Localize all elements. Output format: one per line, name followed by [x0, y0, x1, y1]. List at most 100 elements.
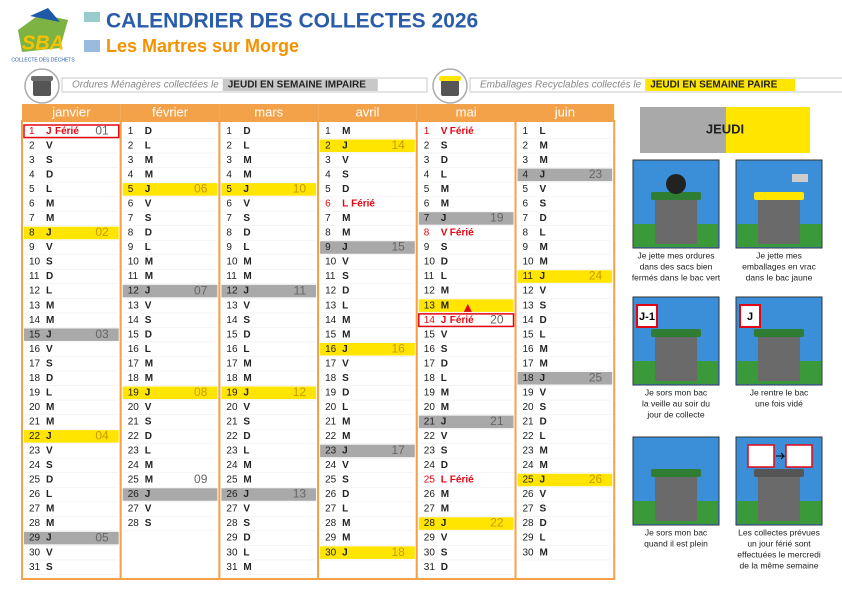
day-number: 10: [128, 257, 140, 268]
weekday: D: [243, 431, 250, 442]
day-number: 13: [325, 300, 337, 311]
weekday: L: [540, 126, 546, 137]
weekday: V: [46, 242, 53, 253]
day-number: 26: [29, 489, 41, 500]
day-number: 26: [226, 489, 238, 500]
day-number: 28: [29, 518, 41, 529]
weekday: V: [441, 228, 448, 239]
day-number: 16: [424, 344, 436, 355]
bin-lid: [651, 469, 701, 477]
logo: SBA COLLECTE DES DÉCHETS: [11, 8, 100, 63]
day-number: 5: [29, 184, 35, 195]
day-number: 17: [128, 358, 140, 369]
week-number: 02: [95, 225, 109, 239]
caption: une fois vidé: [755, 398, 803, 408]
weekday: D: [145, 329, 152, 340]
day-number: 21: [128, 417, 140, 428]
weekday: M: [441, 387, 449, 398]
weekday: S: [46, 562, 53, 573]
day-number: 23: [226, 446, 238, 457]
weekday: D: [46, 169, 53, 180]
weekday: V: [243, 199, 250, 210]
day-number: 6: [424, 199, 430, 210]
weekday: V: [243, 504, 250, 515]
weekday: D: [46, 475, 53, 486]
weekday: S: [540, 300, 547, 311]
day-number: 10: [325, 257, 337, 268]
weekday: L: [46, 489, 52, 500]
weekday: M: [46, 518, 54, 529]
weekday: M: [441, 184, 449, 195]
day-number: 23: [128, 446, 140, 457]
day-number: 20: [226, 402, 238, 413]
day-number: 13: [29, 300, 41, 311]
weekday: S: [342, 271, 349, 282]
day-number: 17: [523, 358, 535, 369]
weekday: M: [540, 257, 548, 268]
weekday: M: [540, 460, 548, 471]
weekday: J: [441, 315, 447, 326]
legend-text: Emballages Recyclables collectés le: [480, 80, 642, 91]
weekday: J: [540, 271, 546, 282]
day-number: 7: [226, 213, 232, 224]
week-number: 18: [391, 545, 405, 559]
weekday: S: [46, 155, 53, 166]
weekday: J: [342, 547, 348, 558]
day-number: 1: [29, 126, 35, 137]
day-number: 4: [424, 169, 430, 180]
weekday: J: [145, 184, 151, 195]
weekday: M: [540, 547, 548, 558]
weekday: L: [342, 300, 348, 311]
banner-right: [726, 107, 810, 153]
week-number: 07: [194, 283, 208, 297]
caption: Je rentre le bac: [750, 387, 809, 397]
weekday: V: [145, 300, 152, 311]
banner-left: [640, 107, 726, 153]
bin-lid: [31, 76, 53, 81]
day-number: 15: [226, 329, 238, 340]
day-number: 11: [128, 271, 139, 282]
weekday: V: [540, 489, 547, 500]
day-number: 19: [424, 387, 436, 398]
day-number: 26: [523, 489, 535, 500]
weekday: M: [342, 518, 350, 529]
day-number: 30: [226, 547, 238, 558]
calendar-tag-text: J: [747, 311, 753, 323]
weekday: S: [342, 373, 349, 384]
row-emb: [122, 183, 218, 196]
weekday: S: [540, 199, 547, 210]
weekday: M: [540, 358, 548, 369]
weekday: M: [540, 242, 548, 253]
week-number: 16: [391, 341, 405, 355]
month-name: mai: [456, 104, 477, 119]
day-number: 20: [523, 402, 535, 413]
day-number: 13: [226, 300, 238, 311]
day-number: 30: [424, 547, 436, 558]
week-number: 04: [95, 429, 109, 443]
day-number: 11: [325, 271, 336, 282]
legend-day-bg: [645, 79, 796, 91]
bin-lid: [439, 76, 461, 81]
legend-day: JEUDI EN SEMAINE PAIRE: [650, 80, 777, 91]
week-number: 21: [490, 414, 504, 428]
weekday: J: [441, 518, 447, 529]
day-number: 9: [523, 242, 529, 253]
caption: jour de collecte: [646, 409, 704, 419]
weekday: D: [441, 155, 448, 166]
weekday: V: [46, 446, 53, 457]
weekday: V: [46, 547, 53, 558]
day-number: 2: [523, 140, 529, 151]
weekday: J: [540, 169, 546, 180]
row-emb: [418, 517, 514, 530]
day-number: 14: [325, 315, 337, 326]
day-number: 11: [523, 271, 534, 282]
row-om: [122, 488, 218, 501]
week-number: 01: [95, 123, 109, 137]
row-holiday-box: [418, 313, 515, 328]
weekday: M: [145, 460, 153, 471]
weekday: S: [441, 140, 448, 151]
row-emb: [320, 342, 415, 356]
weekday: J: [243, 387, 249, 398]
week-number: 22: [490, 516, 504, 530]
week-number: 06: [194, 182, 208, 196]
